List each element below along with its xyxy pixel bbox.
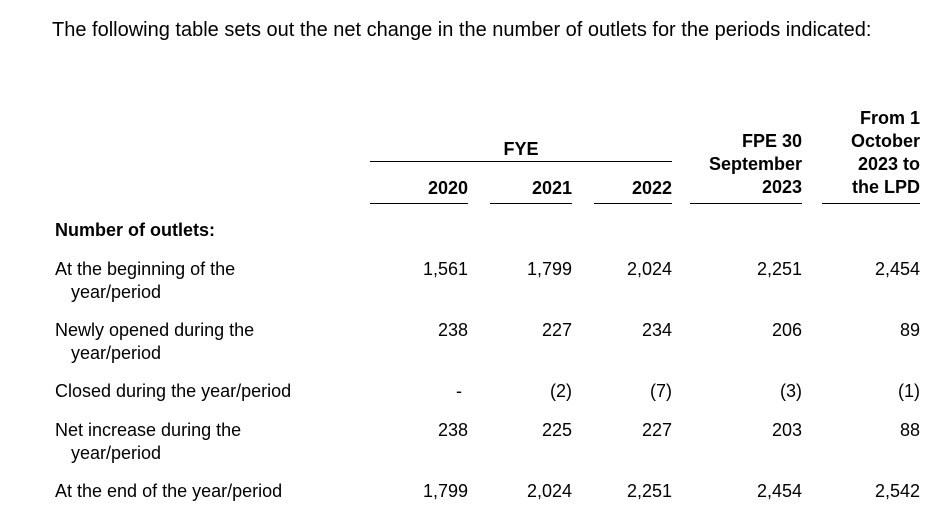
cell-closed-2022: (7) [650, 381, 672, 401]
cell-end-2021: 2,024 [526, 481, 572, 501]
header-fye: FYE [503, 139, 539, 159]
header-year-2021: 2021 [531, 178, 572, 198]
col-rule-lpd [822, 203, 920, 204]
cell-closed-2020: - [456, 381, 462, 401]
cell-opened-2022: 234 [641, 320, 672, 340]
cell-beginning-lpd: 2,454 [874, 259, 920, 279]
cell-net-2021: 225 [541, 420, 572, 440]
row-label-newly-opened: Newly opened during the year/period [55, 319, 254, 365]
row-label-net-increase: Net increase during the year/period [55, 419, 241, 465]
row-label-line-1: Newly opened during the [55, 320, 255, 340]
col-rule-2022 [594, 203, 672, 204]
cell-opened-2020: 238 [437, 320, 468, 340]
cell-closed-lpd: (1) [898, 381, 920, 401]
cell-net-lpd: 88 [899, 420, 920, 440]
row-label-beginning: At the beginning of the year/period [55, 258, 235, 304]
cell-opened-lpd: 89 [899, 320, 920, 340]
header-lpd-line-1: From 1 [859, 108, 920, 128]
cell-closed-fpe: (3) [780, 381, 802, 401]
cell-opened-2021: 227 [541, 320, 572, 340]
row-label-closed: Closed during the year/period [55, 381, 292, 401]
cell-end-fpe: 2,454 [756, 481, 802, 501]
row-label-end: At the end of the year/period [55, 481, 283, 501]
cell-end-2022: 2,251 [626, 481, 672, 501]
header-year-2020: 2020 [427, 178, 468, 198]
cell-net-2022: 227 [641, 420, 672, 440]
cell-beginning-2021: 1,799 [526, 259, 572, 279]
row-label-line-2: year/period [71, 282, 162, 302]
cell-end-lpd: 2,542 [874, 481, 920, 501]
cell-closed-2021: (2) [550, 381, 572, 401]
header-fpe-line-1: FPE 30 [741, 131, 802, 151]
cell-beginning-2022: 2,024 [626, 259, 672, 279]
header-lpd: From 1 October 2023 to the LPD [820, 107, 920, 199]
row-label-line-2: year/period [71, 443, 162, 463]
cell-end-2020: 1,799 [422, 481, 468, 501]
cell-beginning-2020: 1,561 [422, 259, 468, 279]
cell-net-fpe: 203 [771, 420, 802, 440]
header-lpd-line-2: October [850, 131, 920, 151]
col-rule-2021 [490, 203, 572, 204]
cell-opened-fpe: 206 [771, 320, 802, 340]
row-label-line-2: year/period [71, 343, 162, 363]
header-fpe: FPE 30 September 2023 [690, 130, 802, 199]
header-lpd-line-3: 2023 to [857, 154, 920, 174]
header-year-2022: 2022 [631, 178, 672, 198]
row-label-line-1: At the beginning of the [55, 259, 236, 279]
col-rule-fpe [690, 203, 802, 204]
section-title: Number of outlets: [55, 220, 215, 240]
intro-paragraph: The following table sets out the net cha… [52, 19, 872, 41]
header-fpe-line-2: September [708, 154, 802, 174]
col-rule-2020 [370, 203, 468, 204]
cell-net-2020: 238 [437, 420, 468, 440]
header-fpe-line-3: 2023 [761, 177, 802, 197]
header-fye-rule [370, 161, 672, 162]
cell-beginning-fpe: 2,251 [756, 259, 802, 279]
header-lpd-line-4: the LPD [851, 177, 920, 197]
row-label-line-1: Net increase during the [55, 420, 242, 440]
